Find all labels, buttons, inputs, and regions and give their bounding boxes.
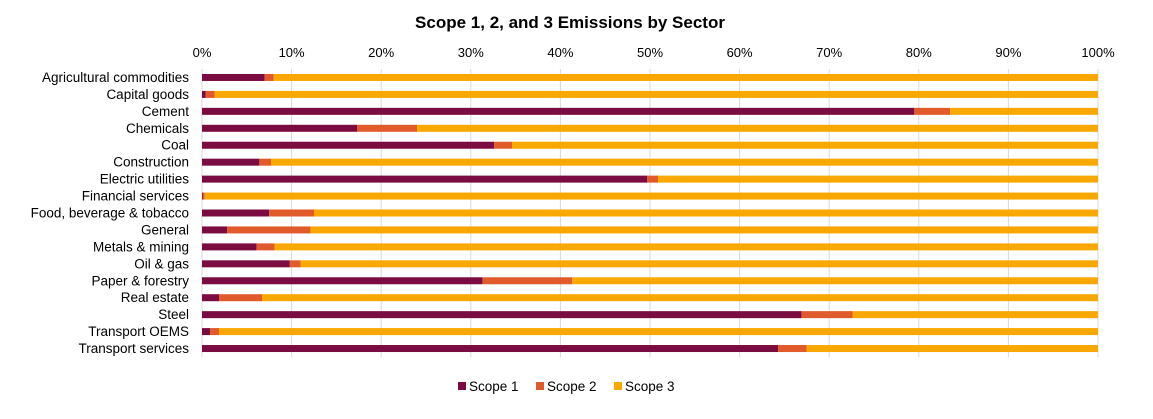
bar-segment-scope-1: [202, 294, 220, 302]
bar-segment-scope-3: [417, 124, 1098, 132]
category-label: Transport services: [78, 341, 189, 356]
x-tick-label: 70%: [816, 45, 842, 60]
bar-segment-scope-3: [314, 209, 1098, 217]
bar-segment-scope-3: [214, 90, 1098, 98]
bar-segment-scope-2: [210, 328, 220, 336]
bar-segment-scope-3: [806, 345, 1098, 353]
category-label: Real estate: [121, 290, 189, 305]
bar-segment-scope-2: [289, 260, 301, 268]
legend-swatch: [458, 382, 466, 390]
bar-segment-scope-1: [202, 141, 495, 149]
category-label: Electric utilities: [100, 172, 190, 187]
x-tick-label: 20%: [368, 45, 394, 60]
x-tick-label: 0%: [193, 45, 212, 60]
x-tick-label: 60%: [727, 45, 753, 60]
x-tick-label: 30%: [458, 45, 484, 60]
category-label: Construction: [113, 155, 189, 170]
bar-segment-scope-1: [202, 124, 358, 132]
bar-segment-scope-3: [852, 311, 1098, 319]
bar-segment-scope-1: [202, 73, 265, 81]
category-labels: Agricultural commodities Capital goods Cem…: [31, 70, 190, 356]
x-tick-label: 80%: [906, 45, 932, 60]
bar-segment-scope-3: [658, 175, 1098, 183]
x-tick-label: 10%: [279, 45, 305, 60]
bar-segment-scope-1: [202, 175, 648, 183]
bar-segment-scope-3: [310, 226, 1098, 234]
x-tick-label: 100%: [1081, 45, 1115, 60]
category-label: Paper & forestry: [91, 273, 189, 288]
bar-segment-scope-2: [914, 107, 951, 115]
category-label: Cement: [142, 104, 190, 119]
x-tick-label: 90%: [995, 45, 1021, 60]
x-tick-label: 40%: [547, 45, 573, 60]
legend-swatch: [536, 382, 544, 390]
bar-segment-scope-3: [270, 158, 1098, 166]
category-label: Capital goods: [106, 87, 189, 102]
chart-title: Scope 1, 2, and 3 Emissions by Sector: [415, 13, 725, 32]
legend-label: Scope 1: [469, 379, 519, 394]
bar-segment-scope-1: [202, 277, 483, 285]
bar-segment-scope-2: [264, 73, 274, 81]
bar-segment-scope-1: [202, 226, 228, 234]
bar-segment-scope-1: [202, 311, 802, 319]
bar-segment-scope-1: [202, 243, 257, 251]
bar-segment-scope-1: [202, 107, 915, 115]
bar-segment-scope-3: [204, 192, 1099, 200]
bar-segment-scope-2: [357, 124, 418, 132]
bars: [202, 73, 1099, 353]
bar-segment-scope-1: [202, 90, 206, 98]
bar-segment-scope-3: [300, 260, 1098, 268]
bar-segment-scope-3: [262, 294, 1099, 302]
category-label: General: [141, 222, 189, 237]
x-tick-label: 50%: [637, 45, 663, 60]
legend-label: Scope 3: [625, 379, 675, 394]
category-label: Agricultural commodities: [42, 70, 189, 85]
bar-segment-scope-2: [227, 226, 311, 234]
bar-segment-scope-1: [202, 158, 260, 166]
bar-segment-scope-2: [219, 294, 263, 302]
bar-segment-scope-2: [778, 345, 807, 353]
category-label: Steel: [158, 307, 189, 322]
category-label: Oil & gas: [134, 256, 189, 271]
bar-segment-scope-1: [202, 328, 211, 336]
category-label: Chemicals: [126, 121, 189, 136]
category-label: Transport OEMS: [88, 324, 189, 339]
bar-segment-scope-3: [572, 277, 1098, 285]
legend: Scope 1 Scope 2 Scope 3: [458, 379, 675, 394]
legend-label: Scope 2: [547, 379, 597, 394]
bar-segment-scope-2: [801, 311, 853, 319]
bar-segment-scope-2: [202, 192, 205, 200]
bar-segment-scope-2: [205, 90, 215, 98]
bar-segment-scope-3: [950, 107, 1098, 115]
x-axis-ticks: 0% 10% 20% 30% 40% 50% 60% 70% 80% 90% 100%: [193, 45, 1115, 60]
bar-segment-scope-2: [647, 175, 659, 183]
bar-segment-scope-3: [512, 141, 1098, 149]
category-label: Food, beverage & tobacco: [31, 206, 189, 221]
bar-segment-scope-2: [256, 243, 275, 251]
bar-segment-scope-2: [482, 277, 573, 285]
bar-segment-scope-2: [494, 141, 513, 149]
bar-segment-scope-1: [202, 192, 203, 200]
category-label: Financial services: [82, 189, 190, 204]
category-label: Metals & mining: [93, 239, 189, 254]
bar-segment-scope-3: [273, 73, 1098, 81]
bar-segment-scope-2: [259, 158, 271, 166]
bar-segment-scope-3: [274, 243, 1098, 251]
legend-swatch: [614, 382, 622, 390]
bar-segment-scope-1: [202, 209, 270, 217]
bar-segment-scope-2: [269, 209, 314, 217]
bar-segment-scope-1: [202, 345, 779, 353]
bar-segment-scope-3: [219, 328, 1099, 336]
category-label: Coal: [161, 138, 189, 153]
bar-segment-scope-1: [202, 260, 290, 268]
